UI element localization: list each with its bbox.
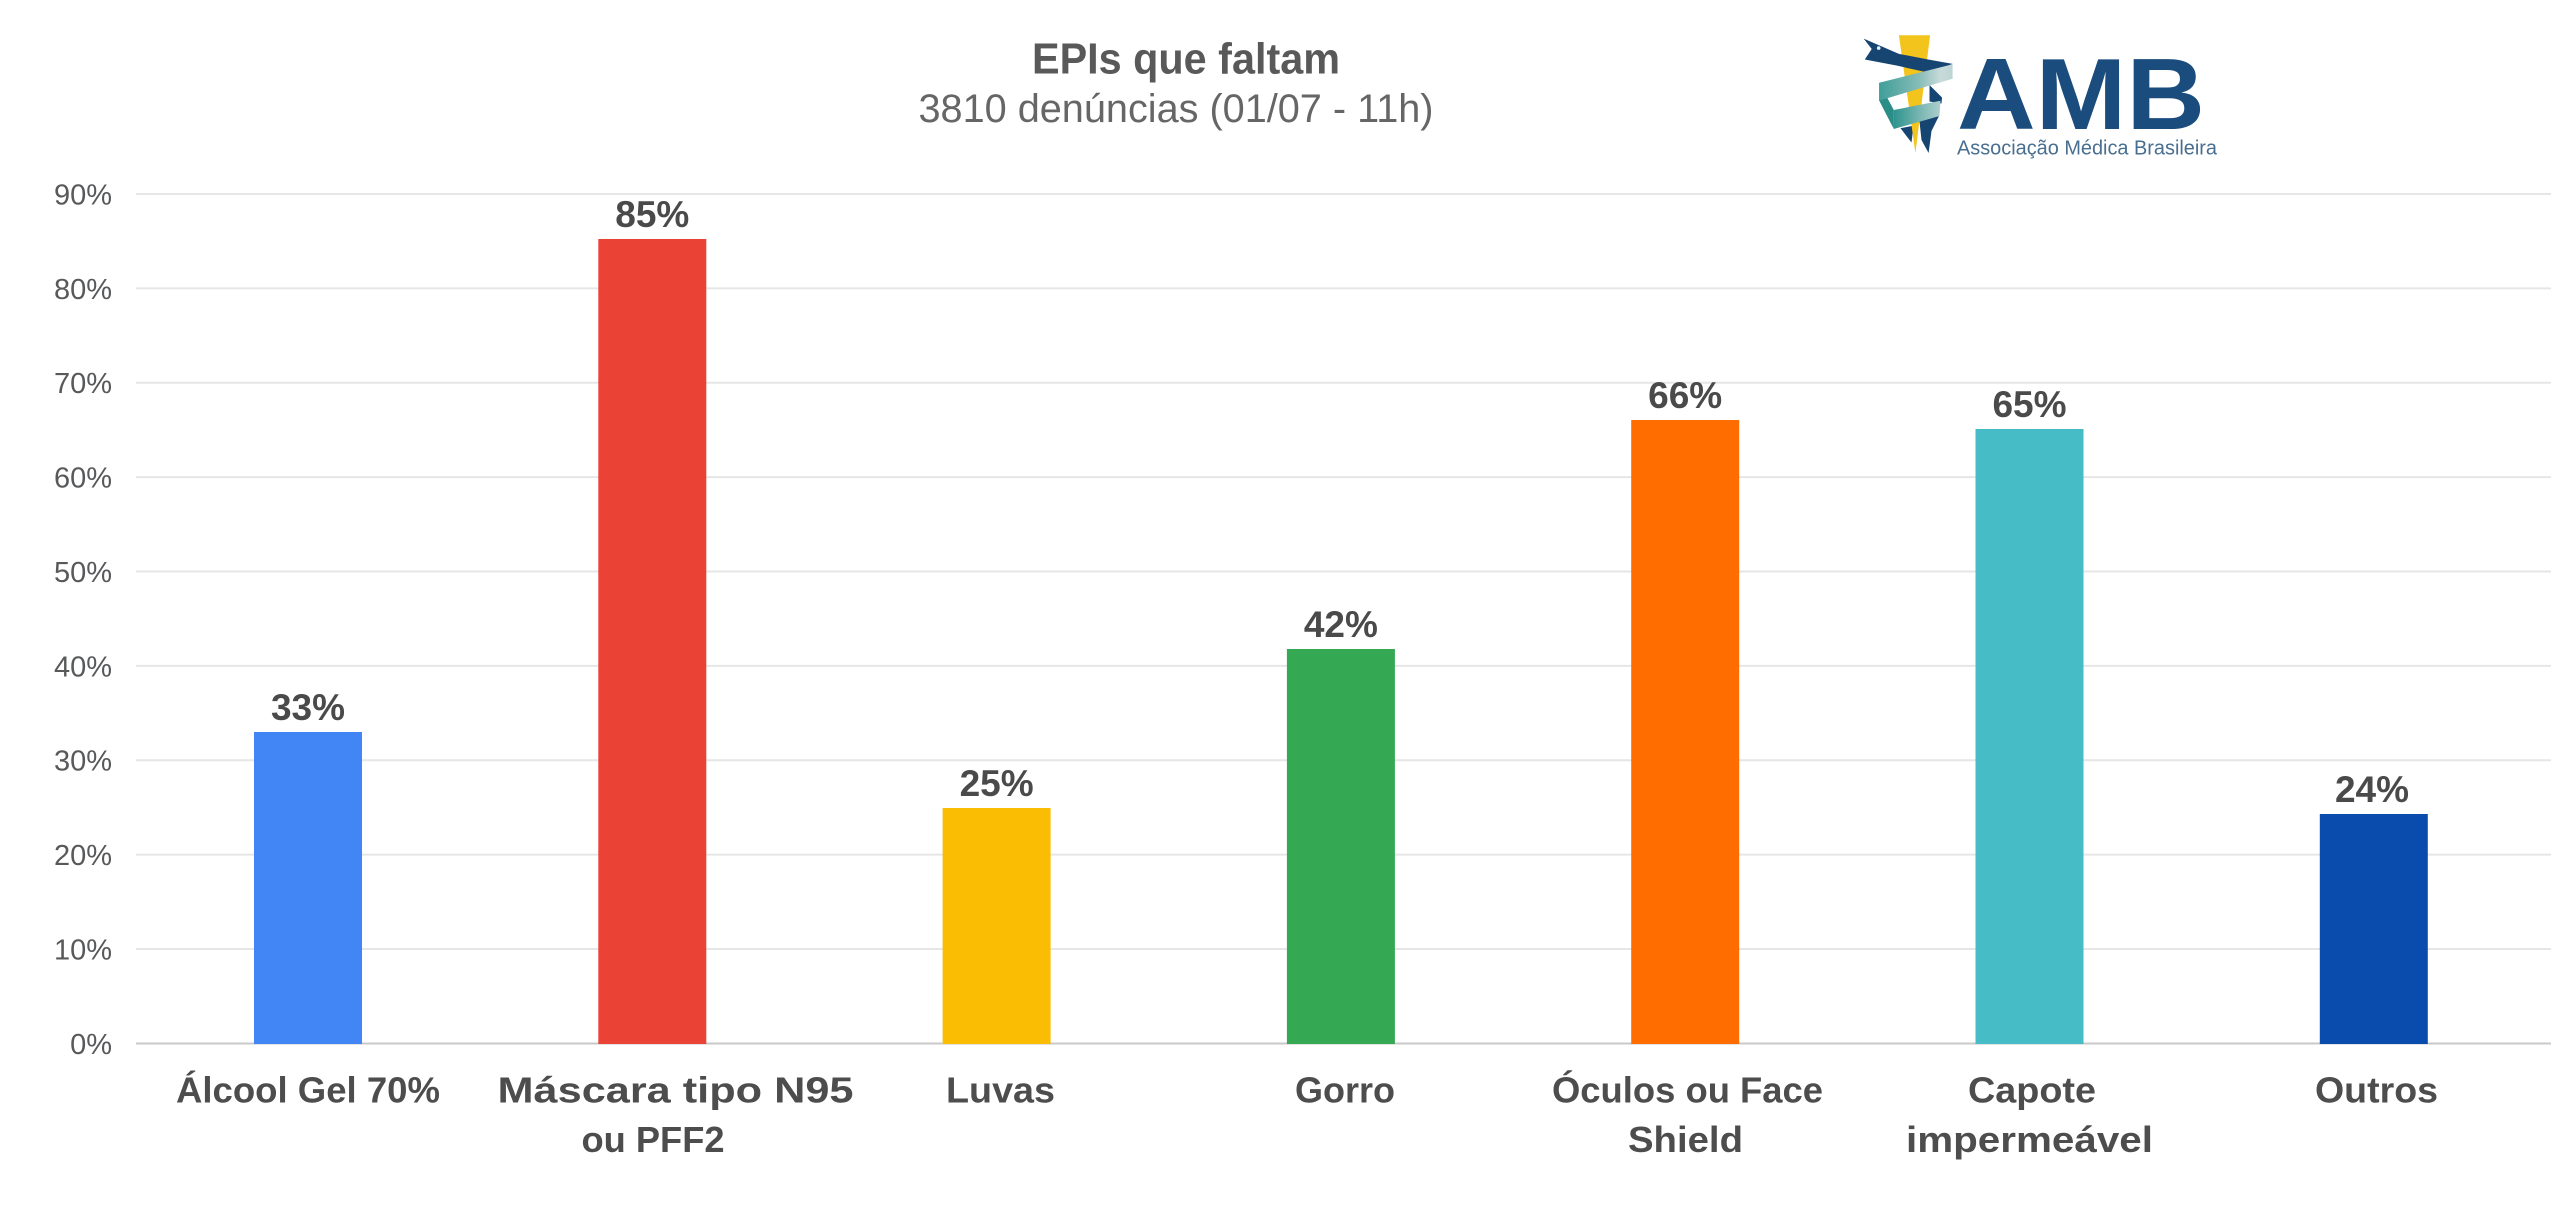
- svg-text:Óculos ou Face: Óculos ou Face: [1552, 1069, 1823, 1111]
- svg-text:85%: 85%: [615, 194, 689, 235]
- svg-text:24%: 24%: [2335, 769, 2409, 810]
- svg-text:3810 denúncias (01/07 - 11h): 3810 denúncias (01/07 - 11h): [919, 87, 1434, 131]
- svg-text:42%: 42%: [1304, 604, 1378, 645]
- svg-text:25%: 25%: [960, 763, 1034, 804]
- svg-text:Álcool Gel 70%: Álcool Gel 70%: [176, 1070, 440, 1111]
- svg-text:Capote: Capote: [1968, 1070, 2096, 1111]
- svg-text:80%: 80%: [54, 274, 112, 306]
- svg-text:40%: 40%: [54, 651, 112, 683]
- svg-text:Associação Médica Brasileira: Associação Médica Brasileira: [1957, 138, 2218, 160]
- svg-text:impermeável: impermeável: [1906, 1119, 2153, 1160]
- svg-text:Shield: Shield: [1628, 1119, 1743, 1160]
- svg-text:66%: 66%: [1648, 375, 1722, 416]
- svg-text:50%: 50%: [54, 557, 112, 589]
- svg-text:Gorro: Gorro: [1295, 1070, 1395, 1111]
- svg-text:Luvas: Luvas: [946, 1070, 1055, 1111]
- svg-text:0%: 0%: [70, 1029, 112, 1061]
- svg-text:Máscara tipo N95: Máscara tipo N95: [498, 1070, 854, 1111]
- svg-text:Outros: Outros: [2315, 1070, 2438, 1111]
- svg-text:ou PFF2: ou PFF2: [582, 1119, 725, 1160]
- svg-text:EPIs que faltam: EPIs que faltam: [1032, 35, 1340, 84]
- svg-text:10%: 10%: [54, 934, 112, 966]
- svg-text:20%: 20%: [54, 840, 112, 872]
- svg-text:33%: 33%: [271, 687, 345, 728]
- svg-text:70%: 70%: [54, 368, 112, 400]
- svg-text:90%: 90%: [54, 179, 112, 211]
- svg-text:30%: 30%: [54, 746, 112, 778]
- svg-text:AMB: AMB: [1957, 39, 2205, 151]
- svg-text:65%: 65%: [1992, 384, 2066, 425]
- svg-text:60%: 60%: [54, 463, 112, 495]
